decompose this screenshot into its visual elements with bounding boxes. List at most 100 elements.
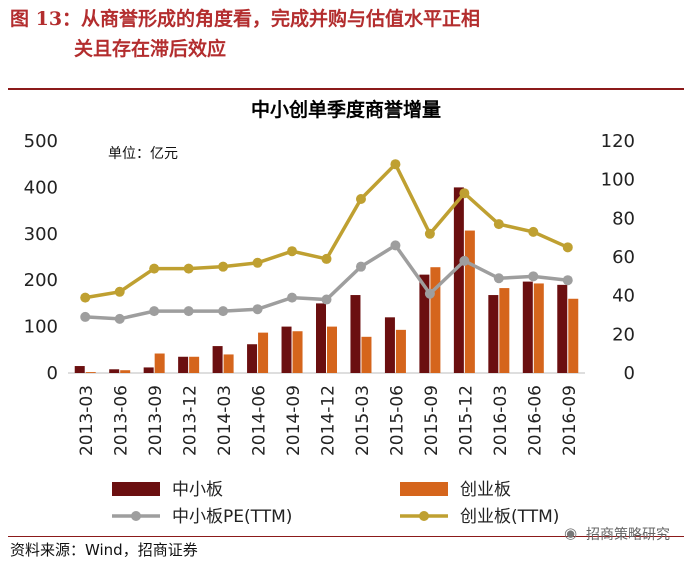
watermark: ◉ 招商策略研究 (564, 524, 670, 544)
left-tick-label: 300 (24, 224, 58, 245)
point-sme-pe (252, 304, 263, 315)
bar-gem (499, 288, 510, 373)
x-tick-label: 2015-09 (422, 385, 442, 456)
right-axis: 0 20 40 60 80 100 120 (601, 131, 635, 384)
bar-sme (557, 284, 568, 373)
point-gem-pe (218, 261, 229, 272)
bar-sme (488, 295, 499, 373)
x-tick-label: 2014-06 (250, 385, 270, 456)
point-sme-pe (218, 306, 229, 317)
point-gem-pe (252, 257, 263, 268)
x-tick-label: 2016-03 (491, 385, 511, 456)
figure-title-line-2: 关且存在滞后效应 (74, 38, 227, 60)
x-tick-label: 2015-12 (456, 385, 476, 456)
point-gem-pe (183, 263, 194, 274)
legend-label: 中小板 (172, 480, 223, 500)
bar-gem (120, 370, 131, 373)
left-tick-label: 400 (24, 177, 58, 198)
point-sme-pe (321, 294, 332, 305)
left-tick-label: 500 (24, 131, 58, 152)
bar-gem (395, 329, 406, 373)
point-sme-pe (355, 261, 366, 272)
bar-sme (281, 326, 292, 373)
bar-sme (522, 281, 533, 373)
point-sme-pe (183, 306, 194, 317)
bar-gem (361, 336, 372, 373)
right-tick-label: 100 (601, 170, 635, 191)
x-tick-label: 2013-12 (181, 385, 201, 456)
bar-sme (247, 344, 258, 373)
bar-sme (143, 367, 154, 373)
bar-sme (74, 366, 85, 373)
bars-layer (74, 187, 579, 373)
chart-title: 中小创单季度商誉增量 (251, 98, 441, 121)
x-tick-label: 2014-03 (215, 385, 235, 456)
x-tick-label: 2013-06 (112, 385, 132, 456)
figure-title: 图 13：从商誉形成的角度看，完成并购与估值水平正相 关且存在滞后效应 (10, 4, 686, 64)
title-divider (8, 88, 684, 90)
point-gem-pe (493, 219, 504, 230)
bar-gem (430, 267, 441, 373)
point-sme-pe (562, 275, 573, 286)
point-sme-pe (390, 240, 401, 251)
bar-sme (384, 317, 395, 373)
bar-sme (350, 295, 361, 373)
point-sme-pe (149, 306, 160, 317)
x-axis-labels: 2013-03 2013-06 2013-09 2013-12 2014-03 2014-… (77, 385, 580, 456)
left-axis: 0 100 200 300 400 500 (24, 131, 58, 384)
x-tick-label: 2015-03 (353, 385, 373, 456)
point-gem-pe (528, 226, 539, 237)
x-tick-label: 2014-09 (284, 385, 304, 456)
point-gem-pe (149, 263, 160, 274)
bar-sme (109, 369, 120, 373)
bar-gem (85, 372, 96, 373)
figure-title-line-1: 图 13：从商誉形成的角度看，完成并购与估值水平正相 (10, 8, 481, 30)
point-sme-pe (424, 288, 435, 299)
left-tick-label: 0 (47, 363, 58, 384)
legend-label: 创业板 (460, 480, 511, 500)
point-sme-pe (459, 255, 470, 266)
right-tick-label: 40 (612, 286, 635, 307)
bar-gem (189, 356, 200, 373)
left-tick-label: 200 (24, 270, 58, 291)
bar-sme (178, 356, 189, 373)
bar-gem (568, 298, 579, 373)
point-sme-pe (114, 313, 125, 324)
right-tick-label: 120 (601, 131, 635, 152)
legend-marker (131, 511, 141, 521)
right-tick-label: 20 (612, 324, 635, 345)
point-gem-pe (355, 194, 366, 204)
x-tick-label: 2013-09 (146, 385, 166, 456)
x-tick-label: 2016-09 (560, 385, 580, 456)
bar-sme (453, 187, 464, 373)
legend-marker (419, 511, 429, 521)
bar-gem (154, 353, 165, 373)
point-gem-pe (321, 253, 332, 264)
point-sme-pe (493, 273, 504, 284)
right-tick-label: 0 (624, 363, 635, 384)
bar-gem (464, 230, 475, 373)
bar-gem (533, 283, 544, 373)
legend-label: 创业板(TTM) (460, 507, 559, 527)
bar-sme (212, 346, 223, 373)
source-divider (8, 536, 684, 537)
source-note: 资料来源：Wind，招商证券 (10, 541, 198, 559)
legend-label: 中小板PE(TTM) (172, 507, 292, 527)
bar-sme (419, 274, 430, 373)
right-tick-label: 60 (612, 247, 635, 268)
unit-label: 单位：亿元 (108, 146, 178, 162)
point-sme-pe (528, 271, 539, 282)
bar-gem (258, 332, 269, 373)
bar-sme (316, 303, 326, 373)
point-gem-pe (562, 242, 573, 253)
point-sme-pe (80, 311, 91, 322)
bar-gem (223, 354, 234, 373)
point-gem-pe (287, 246, 298, 257)
bar-gem (292, 331, 303, 373)
right-tick-label: 80 (612, 208, 635, 229)
point-gem-pe (390, 159, 401, 170)
x-tick-label: 2013-03 (77, 385, 97, 456)
point-gem-pe (114, 286, 125, 297)
x-tick-label: 2016-06 (525, 385, 545, 456)
